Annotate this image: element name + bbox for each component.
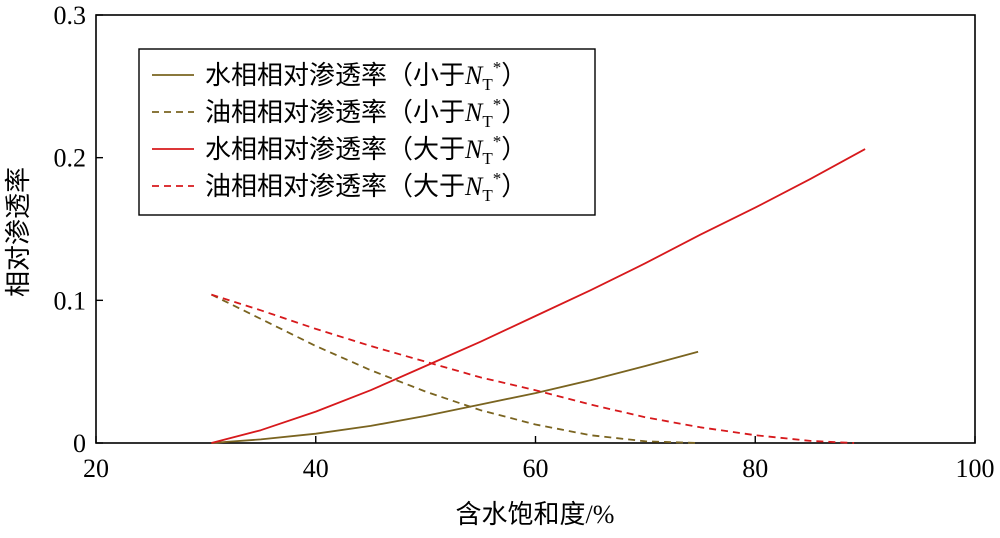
legend-label-part: ）: [501, 98, 527, 127]
legend-label-part: N: [464, 135, 484, 164]
y-axis-label: 相对渗透率: [4, 167, 33, 297]
legend-label-part: N: [464, 98, 484, 127]
series-line-3: [211, 148, 866, 444]
series-line-1: [211, 350, 699, 444]
x-axis-label: 含水饱和度/%: [456, 500, 615, 529]
x-tick-label: 60: [523, 454, 549, 483]
legend-label-part: 油相相对渗透率（大于: [205, 172, 465, 201]
legend-label-part: T: [482, 75, 493, 94]
legend-label-part: 水相相对渗透率（大于: [205, 135, 465, 164]
legend-label-part: T: [482, 149, 493, 168]
legend: 水相相对渗透率（小于NT*）油相相对渗透率（小于NT*）水相相对渗透率（大于NT…: [138, 48, 596, 216]
legend-label-part: *: [493, 95, 502, 114]
legend-label-part: *: [493, 169, 502, 188]
legend-label-part: *: [493, 132, 502, 151]
legend-label-2: 油相相对渗透率（小于NT*）: [205, 95, 527, 131]
legend-label-part: N: [464, 172, 484, 201]
legend-label-part: T: [482, 112, 493, 131]
legend-label-3: 水相相对渗透率（大于NT*）: [205, 132, 527, 168]
legend-box: [138, 48, 596, 216]
legend-label-1: 水相相对渗透率（小于NT*）: [205, 58, 527, 94]
legend-label-part: 水相相对渗透率（小于: [205, 61, 465, 90]
series-lines: [211, 148, 866, 444]
y-tick-label: 0: [73, 429, 86, 458]
series-line-4: [211, 293, 855, 444]
legend-label-part: ）: [501, 135, 527, 164]
x-tick-label: 20: [83, 454, 109, 483]
axes: 20 40 60 80 100 0 0.1 0.2 0.3: [54, 1, 995, 483]
legend-label-part: N: [464, 61, 484, 90]
x-tick-label: 100: [956, 454, 995, 483]
series-line-2: [211, 293, 699, 444]
y-tick-label: 0.3: [54, 1, 87, 30]
y-tick-label: 0.1: [54, 286, 87, 315]
legend-label-part: ）: [501, 172, 527, 201]
x-tick-label: 80: [742, 454, 768, 483]
legend-label-part: ）: [501, 61, 527, 90]
x-tick-label: 40: [303, 454, 329, 483]
legend-label-part: T: [482, 186, 493, 205]
legend-label-part: *: [493, 58, 502, 77]
y-tick-label: 0.2: [54, 144, 87, 173]
legend-label-part: 油相相对渗透率（小于: [205, 98, 465, 127]
legend-label-4: 油相相对渗透率（大于NT*）: [205, 169, 527, 205]
